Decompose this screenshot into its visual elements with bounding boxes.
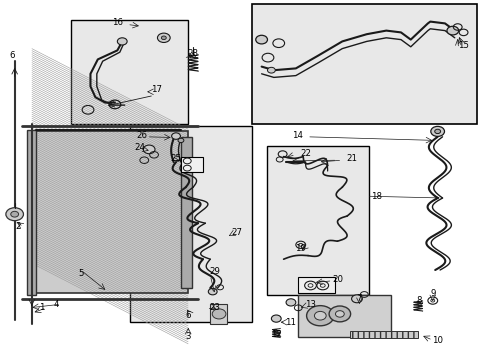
Circle shape: [157, 33, 170, 42]
Text: 12: 12: [270, 330, 281, 339]
Circle shape: [285, 299, 295, 306]
Circle shape: [271, 315, 281, 322]
Text: 6: 6: [185, 310, 191, 320]
Circle shape: [306, 306, 333, 326]
Text: 7: 7: [356, 294, 362, 303]
Text: 23: 23: [209, 303, 220, 312]
Text: 26: 26: [136, 130, 147, 139]
Text: 19: 19: [295, 244, 305, 253]
Text: 9: 9: [429, 289, 434, 298]
Bar: [266, 146, 368, 295]
Text: 20: 20: [331, 274, 342, 284]
Text: 5: 5: [78, 269, 83, 278]
Circle shape: [434, 129, 440, 134]
Text: 18: 18: [370, 192, 381, 201]
Text: 2: 2: [16, 222, 21, 231]
Bar: [210, 304, 227, 324]
Circle shape: [212, 309, 225, 319]
Circle shape: [11, 211, 19, 217]
Circle shape: [314, 311, 325, 320]
Text: 13: 13: [305, 300, 315, 309]
Bar: [181, 157, 203, 172]
Circle shape: [351, 295, 362, 303]
Bar: [349, 331, 417, 338]
Text: 17: 17: [151, 85, 162, 94]
Bar: [32, 131, 188, 293]
Text: 27: 27: [231, 228, 242, 237]
Circle shape: [117, 38, 127, 45]
Bar: [298, 277, 334, 293]
Circle shape: [430, 126, 444, 136]
Bar: [298, 295, 390, 337]
Circle shape: [161, 36, 166, 40]
Bar: [71, 20, 188, 124]
Text: 25: 25: [170, 154, 181, 163]
Bar: [181, 137, 191, 288]
Bar: [32, 131, 188, 293]
Circle shape: [446, 26, 458, 35]
Circle shape: [6, 208, 23, 221]
Text: 16: 16: [112, 18, 122, 27]
Circle shape: [171, 133, 180, 139]
Circle shape: [267, 67, 275, 73]
Text: 15: 15: [457, 40, 468, 49]
Text: 28: 28: [187, 49, 198, 58]
Bar: [251, 4, 476, 124]
Text: 24: 24: [134, 143, 144, 152]
Text: 11: 11: [285, 318, 296, 327]
Circle shape: [335, 311, 344, 317]
Text: 8: 8: [416, 296, 422, 305]
Text: 14: 14: [291, 130, 302, 139]
Text: 10: 10: [431, 336, 442, 345]
Circle shape: [255, 35, 267, 44]
Circle shape: [208, 288, 217, 295]
Text: 22: 22: [300, 148, 310, 158]
Bar: [27, 130, 36, 295]
Text: 1: 1: [39, 303, 44, 312]
Text: 21: 21: [346, 154, 357, 163]
Text: 29: 29: [209, 267, 220, 276]
Text: 4: 4: [53, 300, 59, 309]
Circle shape: [178, 138, 183, 143]
Circle shape: [143, 145, 155, 154]
Circle shape: [328, 306, 350, 322]
Text: 3: 3: [185, 332, 191, 341]
Text: 6: 6: [9, 51, 15, 60]
Bar: [129, 126, 251, 322]
